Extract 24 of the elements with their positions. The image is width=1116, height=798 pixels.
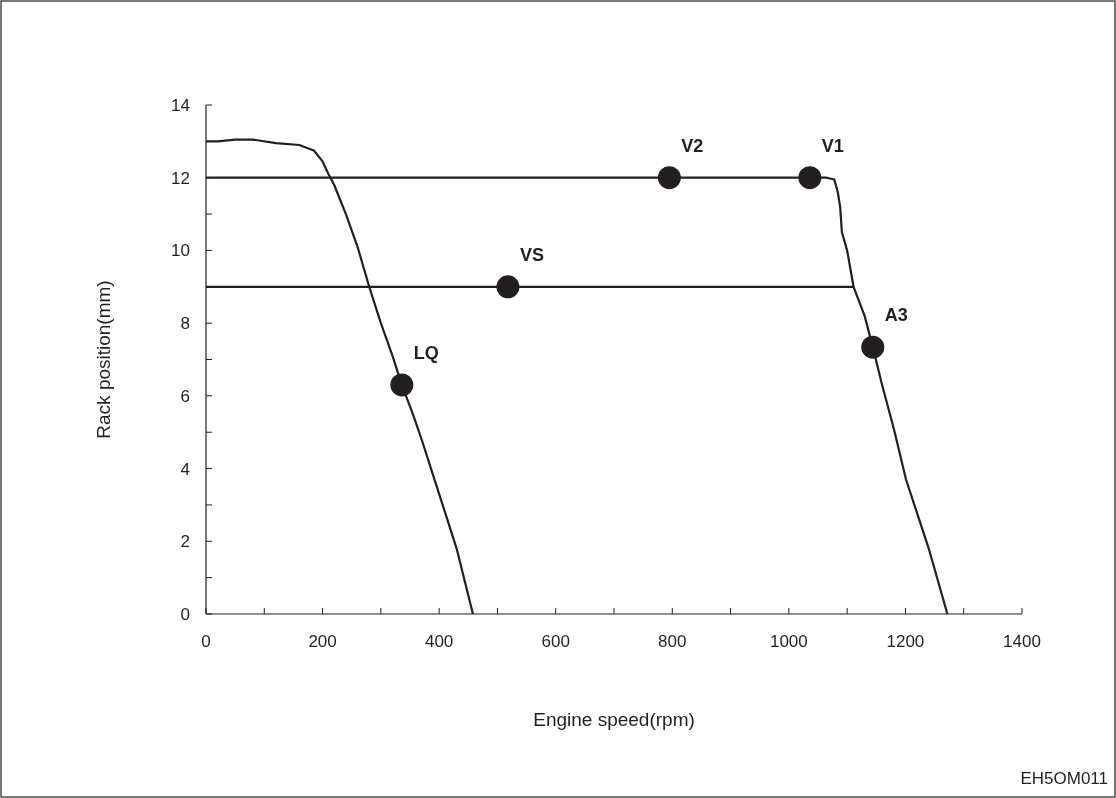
annotation: LQ bbox=[413, 342, 439, 363]
y-tick-label: 0 bbox=[180, 604, 190, 624]
y-tick-label: 6 bbox=[180, 386, 190, 406]
x-tick-label: 1400 bbox=[1003, 632, 1041, 651]
annotation: V1 bbox=[821, 135, 844, 156]
x-axis-title: Engine speed(rpm) bbox=[533, 709, 695, 730]
y-tick-label: 8 bbox=[180, 314, 190, 334]
annotation: V2 bbox=[681, 135, 704, 156]
x-tick-label: 200 bbox=[308, 632, 337, 651]
y-tick-label: 4 bbox=[180, 459, 190, 479]
x-tick-label: 0 bbox=[201, 632, 211, 651]
y-tick-label: 10 bbox=[171, 241, 190, 261]
annotation: A3 bbox=[884, 305, 908, 326]
y-tick-label: 14 bbox=[171, 95, 190, 115]
x-tick-label: 1200 bbox=[886, 632, 925, 651]
text: EH5OM011 bbox=[1020, 769, 1108, 788]
y-tick-label: 12 bbox=[171, 168, 190, 188]
x-tick-label: 600 bbox=[541, 632, 570, 651]
x-tick-label: 1000 bbox=[769, 632, 808, 651]
y-axis-title: Rack position(mm) bbox=[93, 280, 114, 439]
x-tick-label: 800 bbox=[658, 632, 687, 651]
x-tick-label: 400 bbox=[424, 632, 454, 651]
y-tick-label: 2 bbox=[180, 532, 190, 552]
annotation: VS bbox=[519, 244, 544, 265]
